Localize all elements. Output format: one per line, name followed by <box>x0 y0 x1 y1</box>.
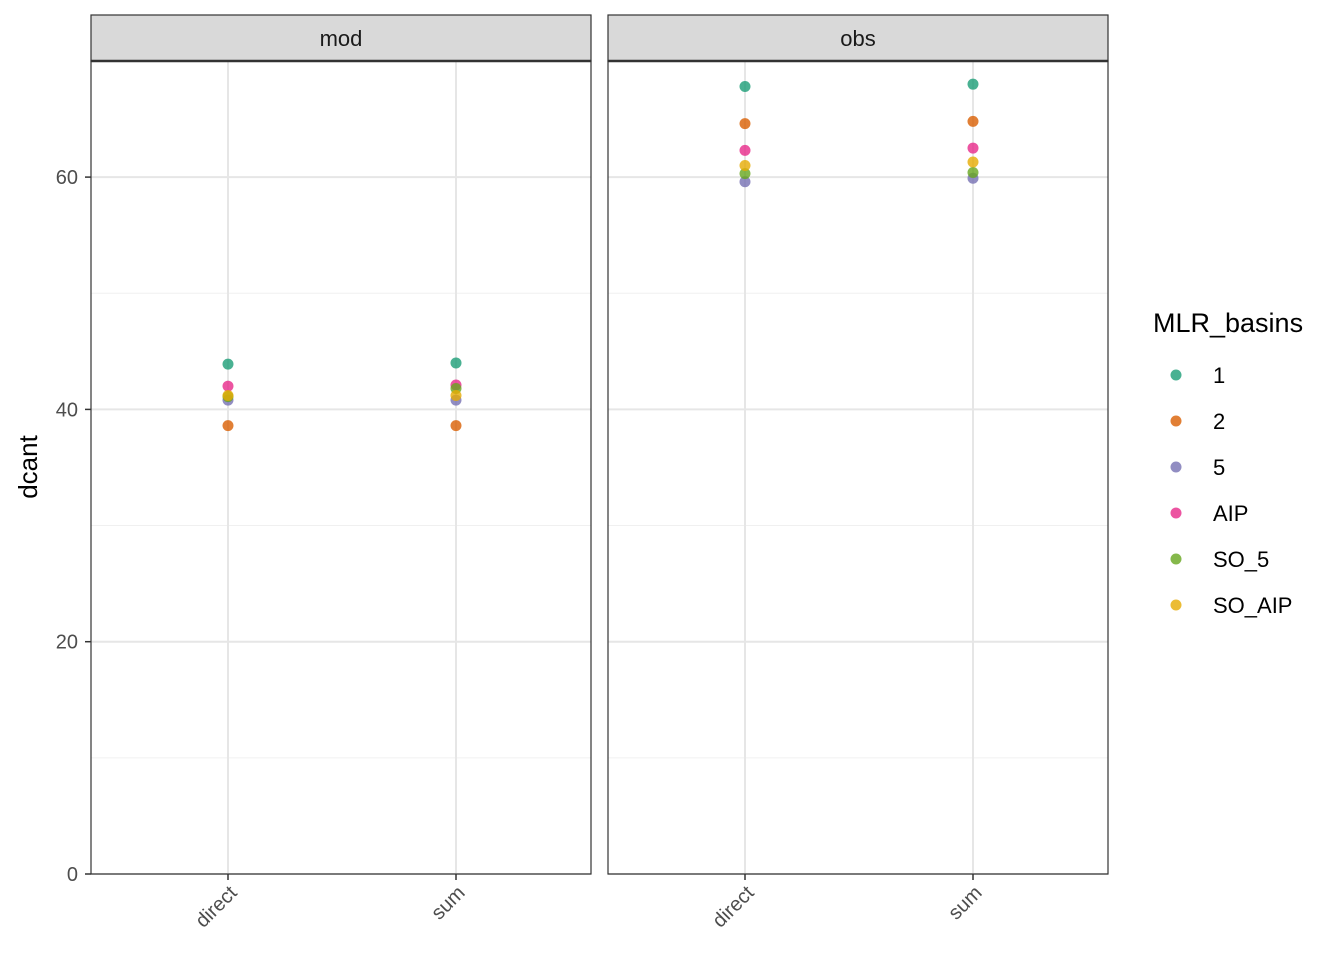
y-axis-title: dcant <box>13 434 43 498</box>
point-obs-direct-2 <box>739 118 751 130</box>
x-tick-label-sum: sum <box>427 882 469 924</box>
point-obs-direct-AIP <box>739 144 751 156</box>
legend-key <box>1170 461 1182 473</box>
facet-strip <box>90 14 592 62</box>
point-obs-sum-1 <box>967 78 979 90</box>
point-obs-sum-2 <box>967 115 979 127</box>
x-tick-label-direct: direct <box>708 882 758 932</box>
legend-label: SO_5 <box>1213 547 1269 572</box>
legend-key <box>1170 369 1182 381</box>
point-obs-sum-SO_AIP <box>967 156 979 168</box>
legend-item-2: 2 <box>1170 409 1225 434</box>
panel-mod: mod direct sum <box>90 14 592 932</box>
y-tick-label: 60 <box>56 167 78 189</box>
point-obs-sum-SO_5 <box>967 166 979 178</box>
point-obs-direct-1 <box>739 81 751 93</box>
legend-item-1: 1 <box>1170 363 1225 388</box>
legend-key <box>1170 599 1182 611</box>
y-tick-label: 20 <box>56 632 78 654</box>
legend-item-5: 5 <box>1170 455 1225 480</box>
point-mod-sum-2 <box>450 420 462 432</box>
y-tick-label: 0 <box>67 864 78 886</box>
point-obs-sum-AIP <box>967 142 979 154</box>
point-obs-direct-SO_5 <box>739 168 751 180</box>
facet-label-mod: mod <box>320 26 363 51</box>
facet-panels: mod direct sum obs direct sum <box>90 14 1109 932</box>
facet-strip <box>607 14 1109 62</box>
facet-label-obs: obs <box>840 26 875 51</box>
point-mod-direct-SO_AIP <box>222 389 234 401</box>
legend-item-SO_5: SO_5 <box>1170 547 1269 572</box>
point-mod-direct-2 <box>222 420 234 432</box>
y-axis: 0 20 40 60 <box>56 167 91 886</box>
legend-label: 1 <box>1213 363 1225 388</box>
y-tick-label: 40 <box>56 399 78 421</box>
legend-key <box>1170 553 1182 565</box>
point-mod-direct-AIP <box>222 380 234 392</box>
point-mod-sum-1 <box>450 357 462 369</box>
legend-key <box>1170 507 1182 519</box>
legend: MLR_basins 1 2 5 AIP SO_5 SO_AIP <box>1153 308 1303 618</box>
point-obs-direct-5 <box>739 176 751 188</box>
legend-label: SO_AIP <box>1213 593 1292 618</box>
legend-key <box>1170 415 1182 427</box>
legend-label: AIP <box>1213 501 1248 526</box>
legend-label: 5 <box>1213 455 1225 480</box>
point-mod-sum-SO_AIP <box>450 389 462 401</box>
legend-item-AIP: AIP <box>1170 501 1248 526</box>
legend-label: 2 <box>1213 409 1225 434</box>
legend-item-SO_AIP: SO_AIP <box>1170 593 1292 618</box>
x-tick-label-sum: sum <box>944 882 986 924</box>
panel-background <box>608 61 1108 874</box>
x-tick-label-direct: direct <box>191 882 241 932</box>
legend-title: MLR_basins <box>1153 308 1303 338</box>
point-mod-direct-1 <box>222 358 234 370</box>
panel-background <box>91 61 591 874</box>
panel-obs: obs direct sum <box>607 14 1109 932</box>
point-obs-direct-SO_AIP <box>739 159 751 171</box>
